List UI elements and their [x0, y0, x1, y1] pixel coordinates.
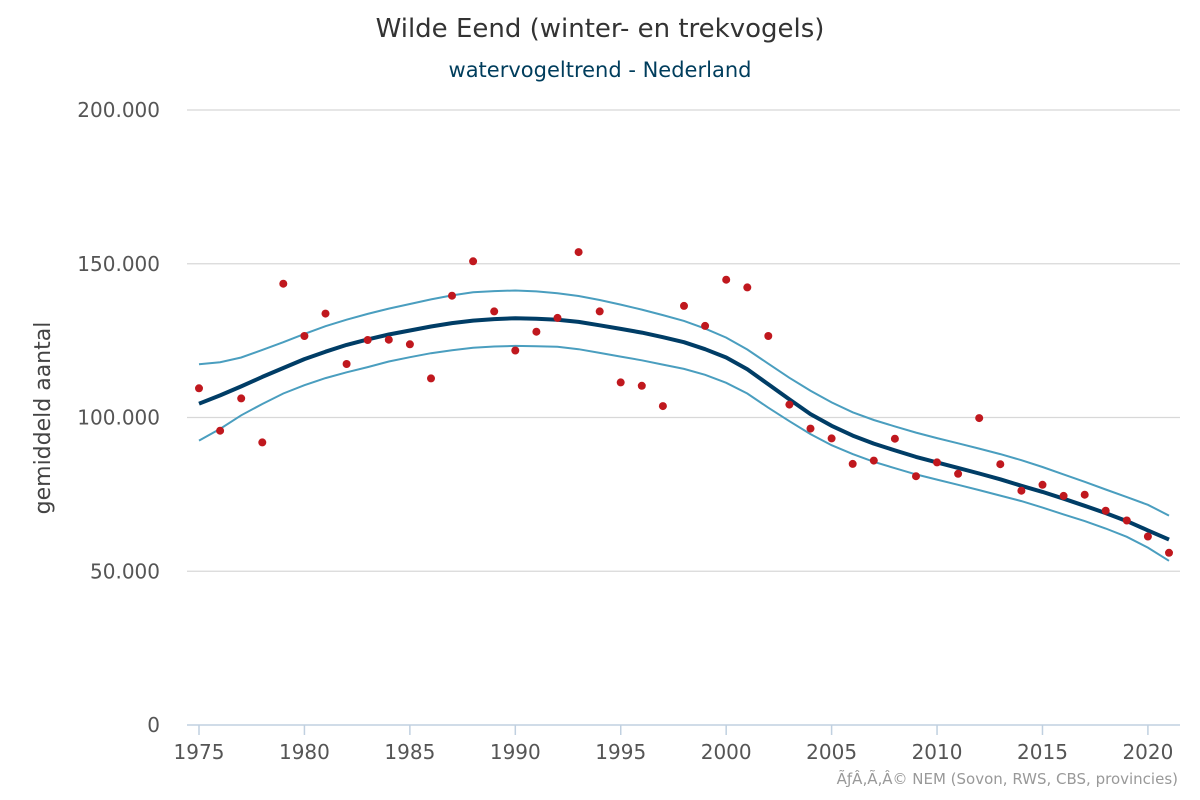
x-tick-label: 1980 — [279, 740, 330, 764]
x-tick-label: 2010 — [912, 740, 963, 764]
observed-points — [195, 248, 1173, 557]
observed-point[interactable] — [1038, 480, 1047, 489]
observed-point[interactable] — [1017, 486, 1026, 495]
observed-point[interactable] — [363, 336, 372, 344]
y-axis-ticks: 0 50.000 100.000 150.000 200.000 — [77, 98, 160, 737]
y-tick-label: 50.000 — [90, 559, 160, 583]
observed-point[interactable] — [427, 374, 435, 383]
observed-point[interactable] — [258, 438, 267, 447]
observed-point[interactable] — [827, 434, 836, 443]
observed-point[interactable] — [616, 378, 625, 387]
observed-point[interactable] — [912, 472, 920, 481]
observed-point[interactable] — [216, 426, 225, 435]
observed-point[interactable] — [300, 332, 309, 340]
observed-point[interactable] — [195, 384, 203, 393]
observed-point[interactable] — [764, 332, 773, 340]
observed-point[interactable] — [637, 381, 646, 390]
observed-point[interactable] — [342, 360, 351, 368]
observed-point[interactable] — [279, 279, 288, 288]
observed-point[interactable] — [469, 257, 478, 266]
y-tick-label: 100.000 — [77, 406, 160, 430]
observed-point[interactable] — [448, 291, 456, 300]
y-tick-label: 200.000 — [77, 98, 160, 122]
observed-point[interactable] — [511, 346, 520, 355]
x-tick-label: 1975 — [174, 740, 225, 764]
upper-confidence-line — [198, 289, 1170, 517]
observed-point[interactable] — [722, 275, 731, 284]
x-axis-ticks: 1975 1980 1985 1990 1995 2000 2005 2010 2015 2020 — [174, 725, 1173, 764]
observed-point[interactable] — [743, 283, 752, 292]
x-tick-label: 1990 — [490, 740, 541, 764]
observed-point[interactable] — [1059, 491, 1068, 500]
observed-point[interactable] — [237, 394, 246, 403]
observed-point[interactable] — [1165, 548, 1173, 557]
observed-point[interactable] — [975, 414, 984, 423]
x-tick-label: 2000 — [701, 740, 752, 764]
observed-point[interactable] — [785, 400, 794, 409]
y-tick-label: 150.000 — [77, 252, 160, 276]
observed-point[interactable] — [933, 458, 941, 467]
y-axis-label: gemiddeld aantal — [31, 322, 56, 515]
observed-point[interactable] — [806, 424, 815, 433]
observed-point[interactable] — [996, 460, 1005, 469]
lower-confidence-line — [198, 344, 1170, 562]
observed-point[interactable] — [532, 327, 541, 336]
series-group — [198, 289, 1170, 562]
observed-point[interactable] — [680, 301, 688, 310]
grid-lines — [187, 109, 1180, 572]
observed-point[interactable] — [553, 313, 562, 322]
observed-point[interactable] — [1101, 506, 1110, 515]
chart-subtitle: watervogeltrend - Nederland — [448, 58, 752, 82]
observed-point[interactable] — [848, 459, 857, 468]
observed-point[interactable] — [384, 335, 393, 344]
x-tick-label: 2020 — [1122, 740, 1173, 764]
credits-text[interactable]: ÃƒÂ‚Ã‚Â© NEM (Sovon, RWS, CBS, provincie… — [836, 770, 1178, 788]
observed-point[interactable] — [701, 321, 710, 330]
x-tick-label: 1995 — [595, 740, 646, 764]
x-tick-label: 2015 — [1017, 740, 1068, 764]
observed-point[interactable] — [595, 307, 604, 316]
observed-point[interactable] — [321, 309, 330, 318]
trend-line — [198, 316, 1170, 542]
observed-point[interactable] — [1122, 516, 1131, 525]
x-tick-label: 1985 — [384, 740, 435, 764]
observed-point[interactable] — [1080, 490, 1089, 499]
observed-point[interactable] — [490, 307, 499, 316]
observed-point[interactable] — [658, 402, 667, 411]
observed-point[interactable] — [869, 456, 878, 465]
observed-point[interactable] — [405, 340, 414, 349]
observed-point[interactable] — [1143, 532, 1152, 541]
y-tick-label: 0 — [147, 713, 160, 737]
observed-point[interactable] — [954, 469, 963, 478]
chart-title: Wilde Eend (winter- en trekvogels) — [375, 14, 825, 44]
observed-point[interactable] — [890, 434, 899, 443]
observed-point[interactable] — [574, 248, 583, 257]
x-tick-label: 2005 — [806, 740, 857, 764]
